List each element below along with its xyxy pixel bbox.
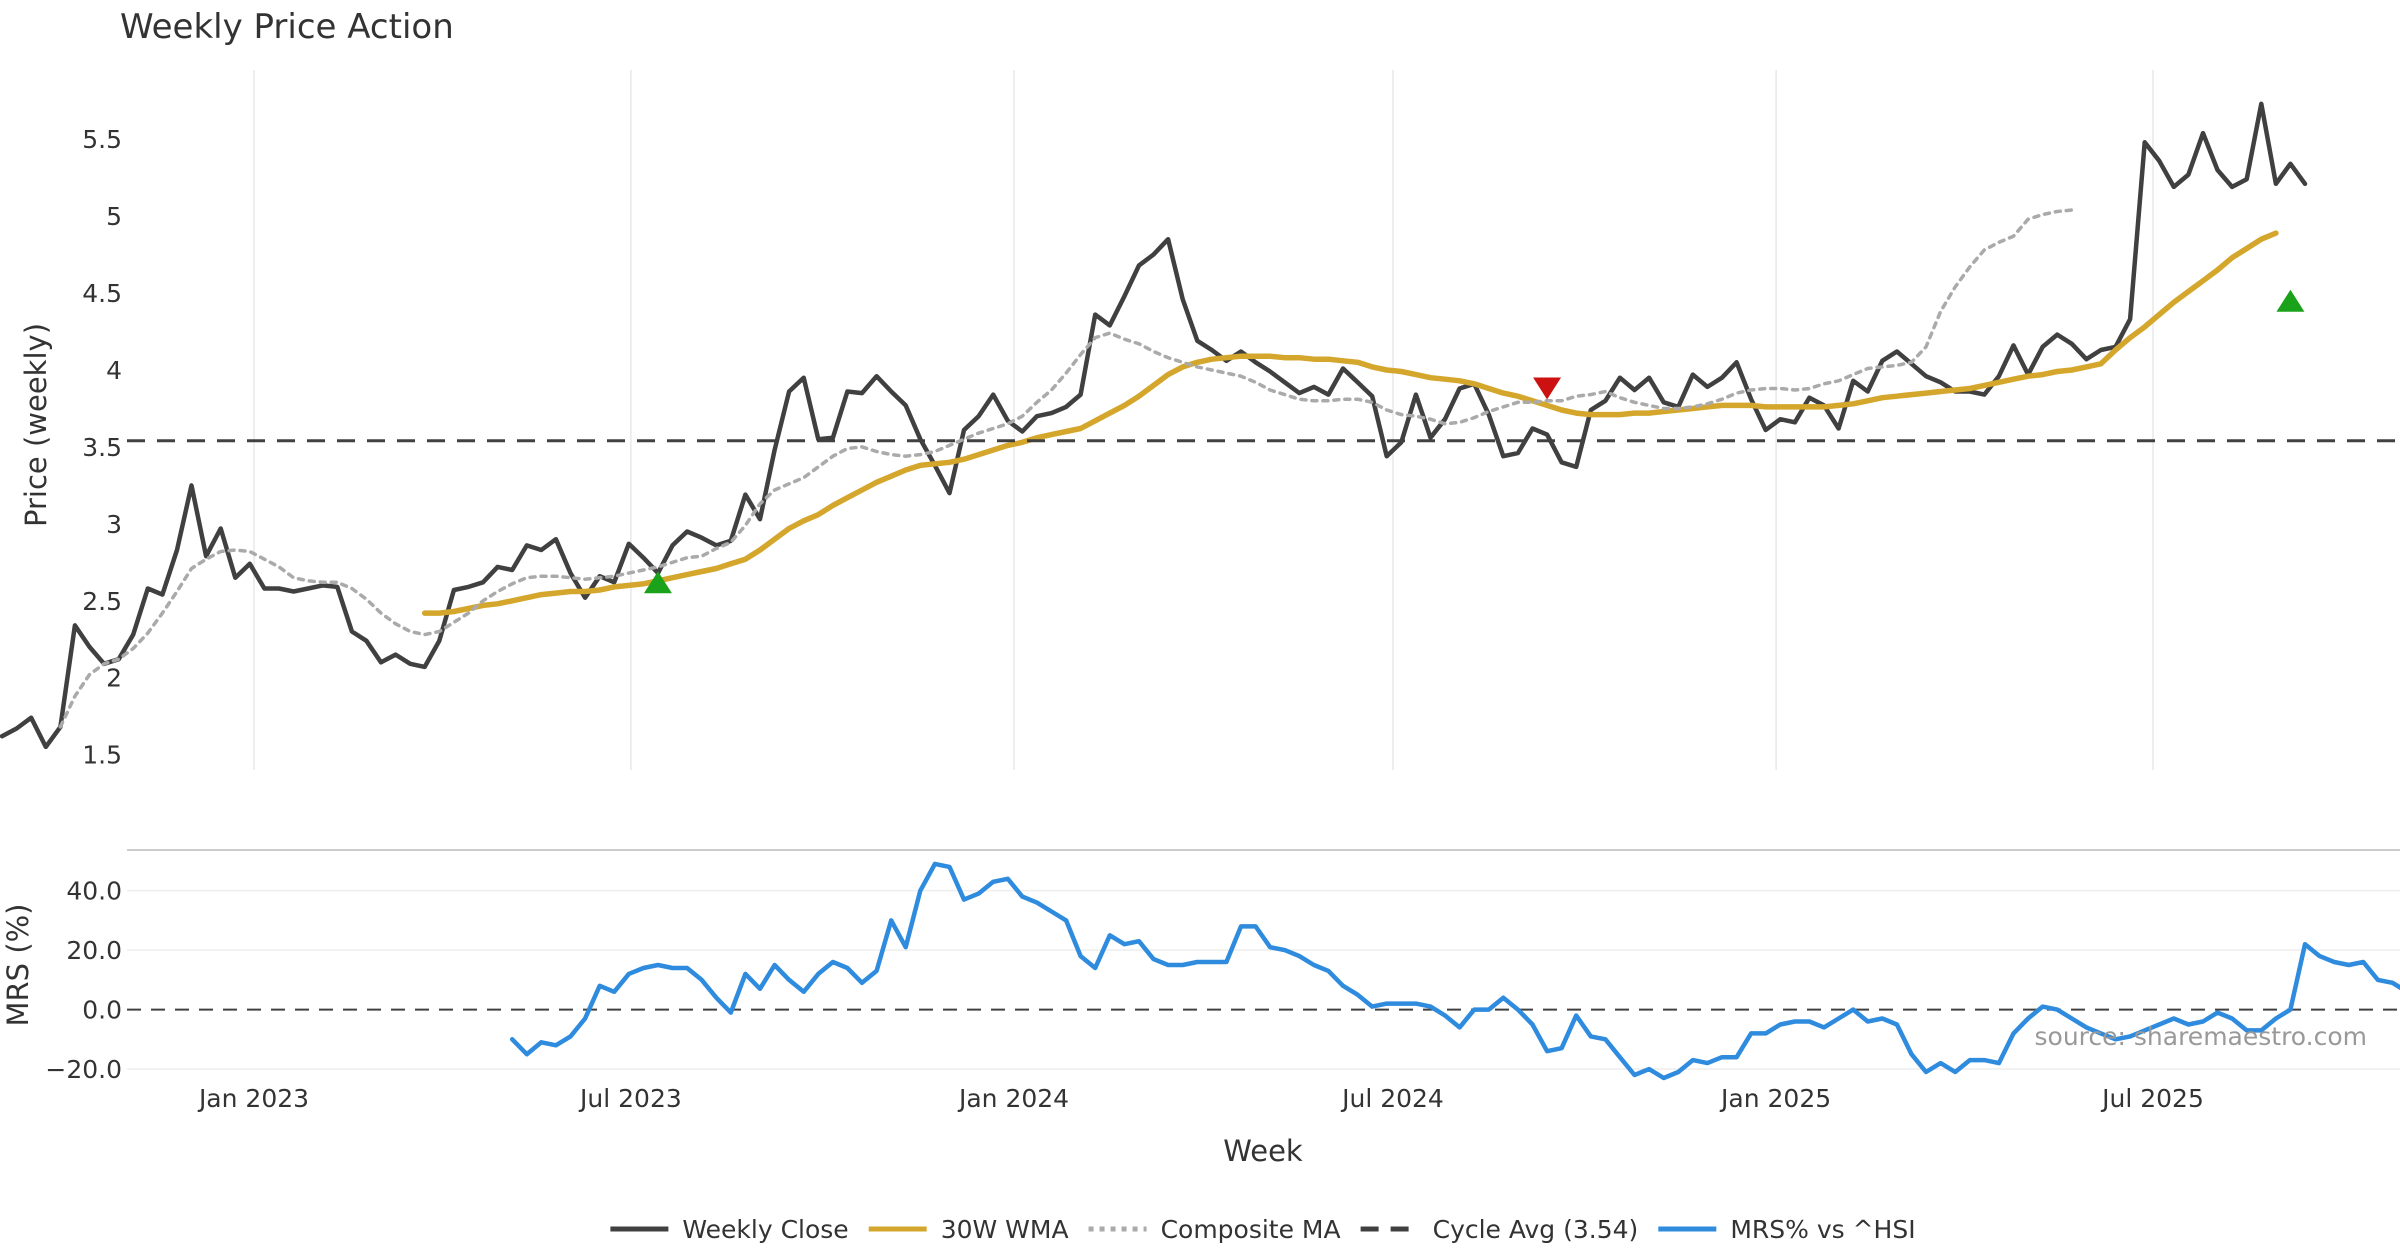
mrs-y-tick-2: 20.0 [66, 936, 122, 965]
x-tick-0: Jan 2023 [197, 1084, 309, 1113]
x-tick-1: Jul 2023 [578, 1084, 682, 1113]
sell-signal-marker-1 [1533, 377, 1562, 400]
legend-label-0: Weekly Close [682, 1215, 848, 1244]
source-note: source: sharemaestro.com [2035, 1022, 2368, 1051]
series-composite-ma [58, 208, 2074, 729]
mrs-series [509, 861, 2400, 1081]
signal-markers [643, 289, 2305, 594]
x-tick-4: Jan 2025 [1719, 1084, 1831, 1113]
price-y-tick-5: 4 [106, 356, 122, 385]
mrs-panel: −20.0 0.0 20.0 40.0 MRS (%) source: sharema… [1, 861, 2400, 1084]
price-series [0, 101, 2400, 750]
price-y-tick-6: 4.5 [82, 279, 122, 308]
legend-label-4: MRS% vs ^HSI [1730, 1215, 1915, 1244]
x-tick-2: Jan 2024 [957, 1084, 1069, 1113]
mrs-y-axis-title: MRS (%) [1, 904, 35, 1027]
x-tick-5: Jul 2025 [2100, 1084, 2204, 1113]
x-tick-3: Jul 2024 [1340, 1084, 1444, 1113]
price-y-tick-3: 3 [106, 510, 122, 539]
price-y-tick-1: 2 [106, 664, 122, 693]
mrs-y-axis: −20.0 0.0 20.0 40.0 [45, 877, 122, 1084]
price-panel: 1.5 2 2.5 3 3.5 4 4.5 5 5.5 Price (weekly) [0, 70, 2400, 770]
price-y-tick-7: 5 [106, 202, 122, 231]
price-y-tick-4: 3.5 [82, 433, 122, 462]
chart-title: Weekly Price Action [120, 7, 454, 47]
mrs-y-tick-0: −20.0 [45, 1055, 122, 1084]
price-y-tick-2: 2.5 [82, 587, 122, 616]
price-y-tick-8: 5.5 [82, 125, 122, 154]
buy-signal-marker-2 [2276, 289, 2305, 312]
x-axis-title: Week [1223, 1134, 1303, 1168]
legend-label-2: Composite MA [1161, 1215, 1341, 1244]
mrs-y-tick-1: 0.0 [82, 996, 122, 1025]
price-y-axis-title: Price (weekly) [19, 323, 53, 527]
legend-label-1: 30W WMA [941, 1215, 1069, 1244]
buy-signal-marker-0 [643, 571, 672, 594]
price-y-tick-0: 1.5 [82, 741, 122, 770]
series-30w-wma [421, 230, 2279, 616]
series-weekly-close [0, 101, 2308, 750]
x-axis: Jan 2023 Jul 2023 Jan 2024 Jul 2024 Jan 2025… [197, 1084, 2204, 1113]
price-gridlines [253, 70, 2154, 770]
series-mrs-vs-hsi [509, 861, 2400, 1081]
mrs-gridlines [127, 889, 2400, 1070]
price-y-axis: 1.5 2 2.5 3 3.5 4 4.5 5 5.5 [82, 125, 122, 769]
legend: Weekly Close 30W WMA Composite MA Cycle Avg… [610, 1215, 1916, 1244]
legend-label-3: Cycle Avg (3.54) [1433, 1215, 1639, 1244]
mrs-y-tick-3: 40.0 [66, 877, 122, 906]
